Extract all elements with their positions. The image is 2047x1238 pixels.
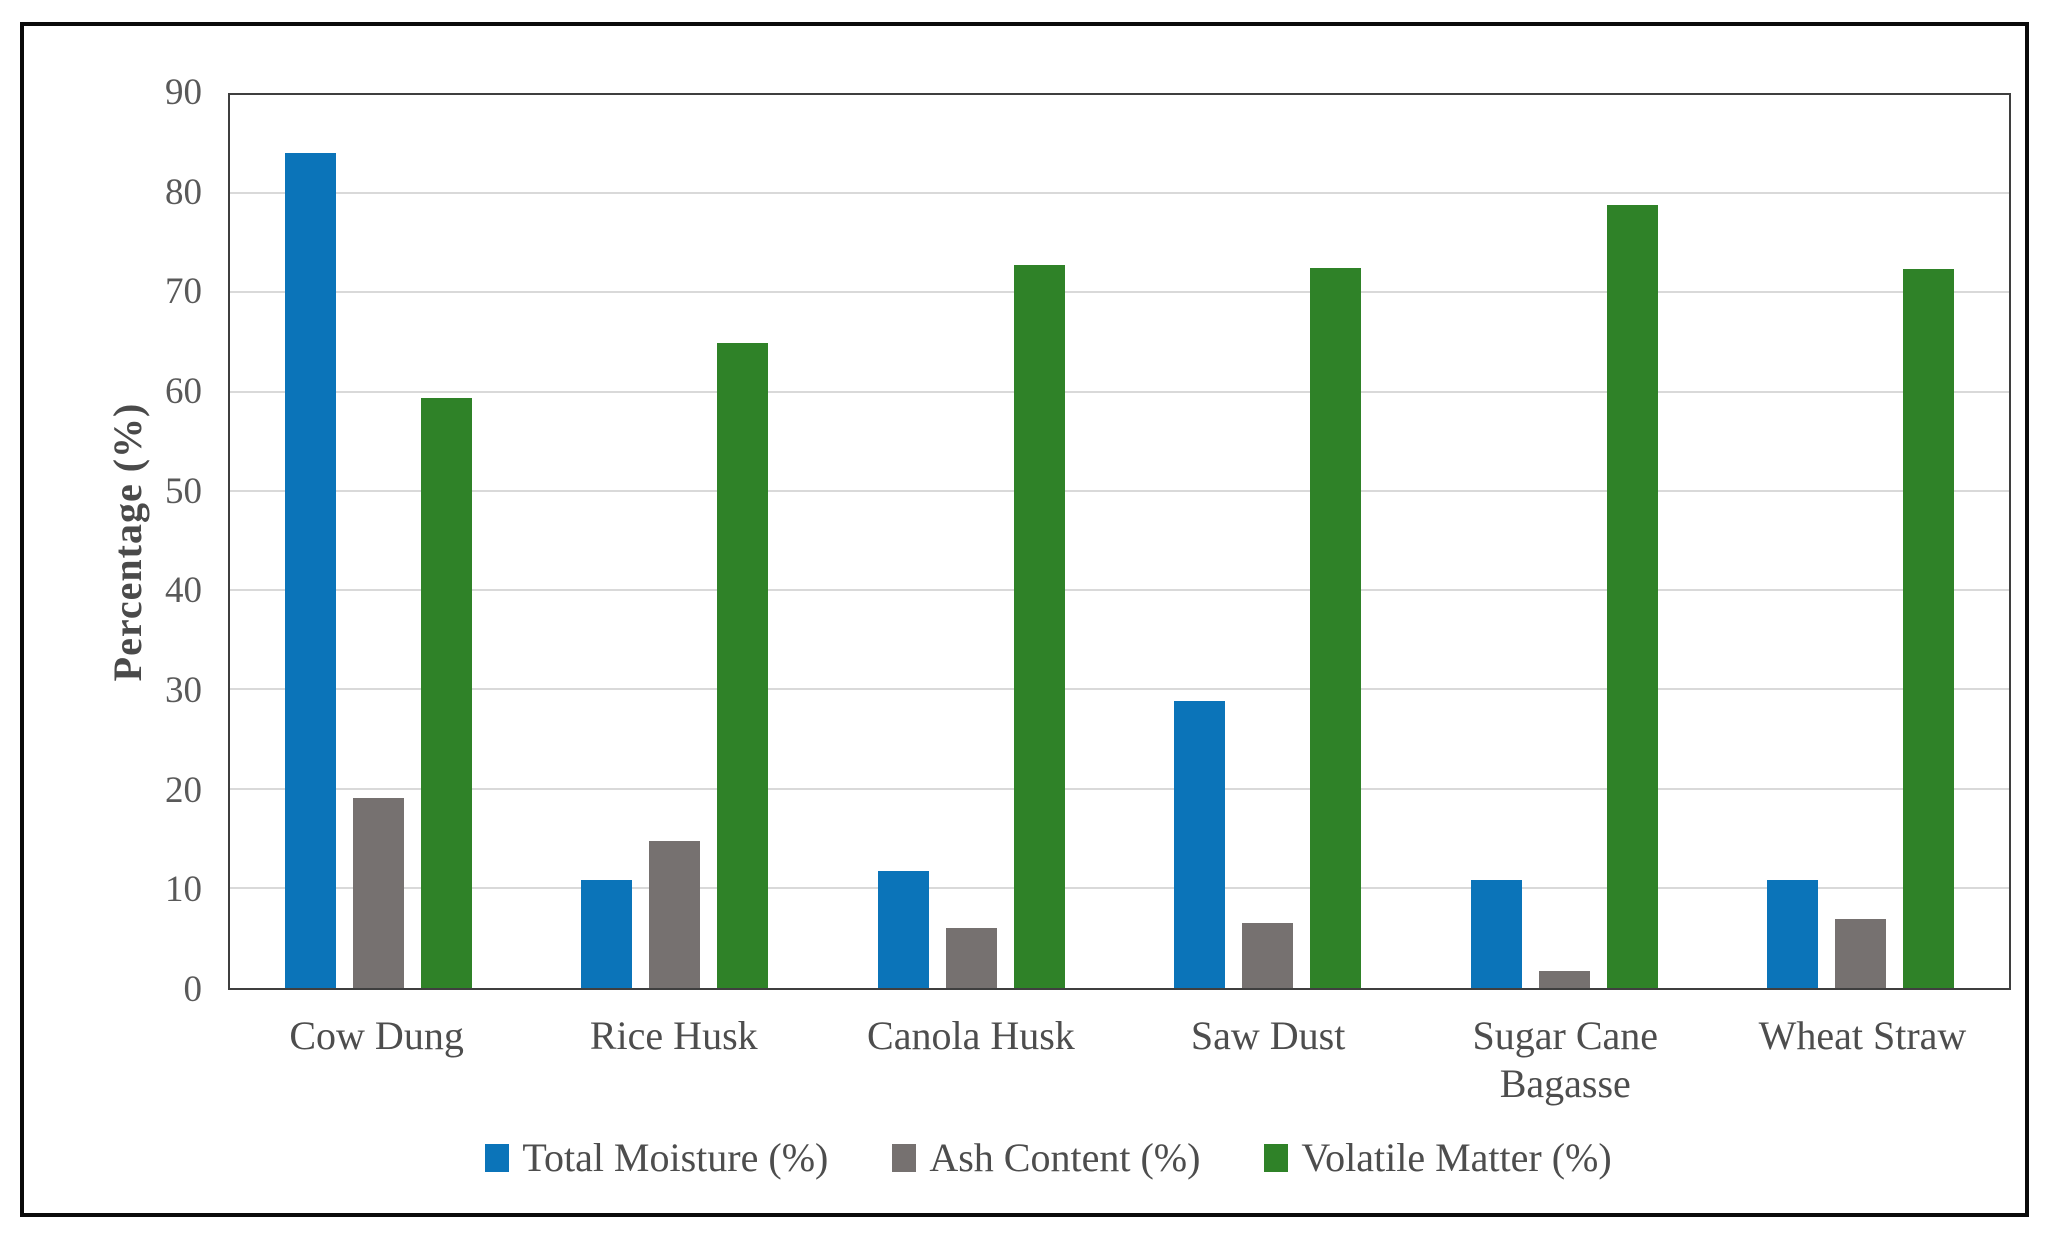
y-tick-label: 30	[165, 670, 202, 712]
gridline	[230, 489, 2009, 492]
gridline	[230, 886, 2009, 889]
category-cell: Wheat Straw	[1714, 1012, 2011, 1108]
category-label: Sugar Cane Bagasse	[1472, 1013, 1659, 1106]
bar	[1470, 879, 1522, 988]
bar	[1538, 971, 1590, 988]
bar	[1903, 268, 1955, 988]
y-tick-label: 90	[165, 72, 202, 113]
bar-group	[1120, 95, 1417, 988]
gridline	[230, 589, 2009, 592]
bar	[877, 870, 929, 988]
y-tick-label: 40	[165, 570, 202, 612]
gridline	[230, 192, 2009, 195]
category-cell: Rice Husk	[525, 1012, 822, 1108]
y-tick-label: 70	[165, 271, 202, 313]
category-cell: Cow Dung	[228, 1012, 525, 1108]
category-label: Rice Husk	[589, 1013, 758, 1058]
bar	[1310, 267, 1362, 988]
gridline	[230, 390, 2009, 393]
legend-item: Ash Content (%)	[892, 1134, 1200, 1181]
legend: Total Moisture (%) Ash Content (%) Volatil…	[48, 1134, 2047, 1181]
legend-label: Total Moisture (%)	[522, 1135, 829, 1180]
bar	[1767, 879, 1819, 988]
legend-item: Total Moisture (%)	[485, 1134, 828, 1181]
bar	[420, 397, 472, 988]
bar	[1242, 922, 1294, 988]
gridline	[230, 787, 2009, 790]
bar	[1013, 264, 1065, 988]
category-label: Wheat Straw	[1758, 1013, 1967, 1058]
y-tick-label: 20	[165, 769, 202, 811]
y-tick-label: 50	[165, 470, 202, 512]
bar	[1174, 701, 1226, 988]
legend-item: Volatile Matter (%)	[1264, 1134, 1612, 1181]
bar	[1606, 205, 1658, 988]
category-label: Canola Husk	[867, 1013, 1075, 1058]
legend-swatch-icon	[485, 1143, 510, 1172]
category-labels: Cow Dung Rice Husk Canola Husk Saw Dust Suga…	[228, 1012, 2011, 1108]
bar-group	[823, 95, 1120, 988]
category-cell: Canola Husk	[822, 1012, 1119, 1108]
plot-area	[228, 93, 2011, 990]
y-tick-label: 60	[165, 371, 202, 413]
bar-group	[527, 95, 824, 988]
legend-label: Ash Content (%)	[929, 1135, 1201, 1180]
bar	[649, 841, 701, 988]
legend-label: Volatile Matter (%)	[1301, 1135, 1612, 1180]
gridline	[230, 688, 2009, 691]
y-tick-label: 10	[165, 869, 202, 911]
bar	[581, 879, 633, 988]
bar	[284, 152, 336, 988]
category-label: Cow Dung	[289, 1013, 464, 1058]
category-label: Saw Dust	[1190, 1013, 1346, 1058]
bar-groups	[230, 95, 2009, 988]
y-tick-labels: 0 10 20 30 40 50 60 70 80 90	[64, 74, 202, 1009]
y-tick-label: 0	[183, 969, 203, 1010]
category-cell: Saw Dust	[1120, 1012, 1417, 1108]
bar	[717, 343, 769, 988]
figure-frame: Percentage (%) 0 10 20 30 40 50 60 70 80 90 Cow D…	[20, 22, 2029, 1217]
gridline	[230, 291, 2009, 294]
category-cell: Sugar Cane Bagasse	[1417, 1012, 1714, 1108]
bar-group	[1713, 95, 2010, 988]
bar	[945, 928, 997, 988]
legend-swatch-icon	[892, 1143, 917, 1172]
bar-group	[230, 95, 527, 988]
bar-group	[1416, 95, 1713, 988]
y-tick-label: 80	[165, 171, 202, 213]
bar	[1835, 918, 1887, 988]
legend-swatch-icon	[1264, 1143, 1289, 1172]
bar	[352, 797, 404, 988]
